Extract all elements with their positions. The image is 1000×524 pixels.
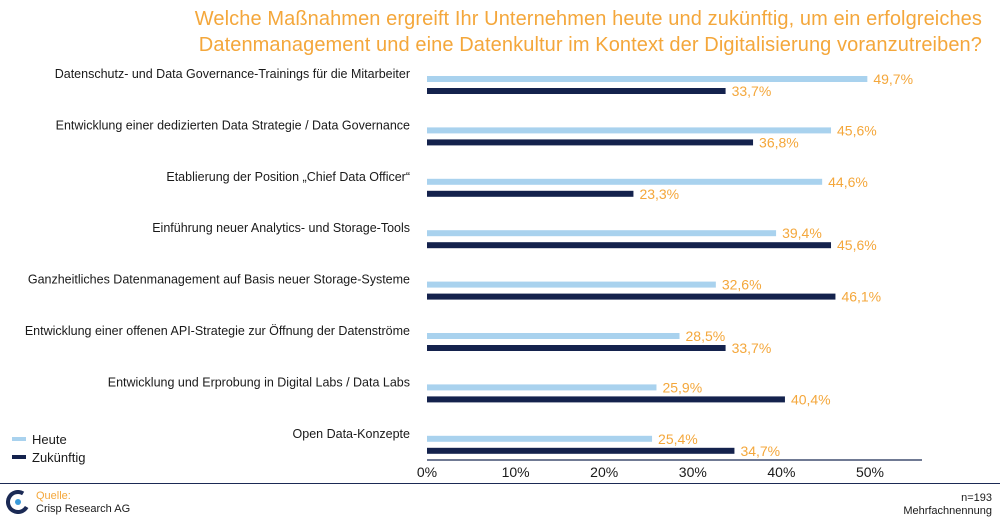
- bar-heute: [427, 435, 653, 442]
- x-tick-label: 20%: [590, 464, 618, 480]
- title-line-2: Datenmanagement und eine Datenkultur im …: [198, 34, 982, 56]
- value-label-heute: 49,7%: [873, 71, 913, 87]
- legend-item-zukuenftig: Zukünftig: [12, 448, 85, 466]
- category-label: Open Data-Konzepte: [293, 427, 410, 441]
- x-tick-label: 0%: [417, 464, 437, 480]
- bar-zukuenftig: [427, 345, 726, 351]
- category-label: Entwicklung einer offenen API-Strategie …: [25, 324, 410, 338]
- bar-heute: [427, 333, 680, 339]
- category-label: Ganzheitliches Datenmanagement auf Basis…: [28, 273, 410, 287]
- x-tick-label: 10%: [502, 464, 530, 480]
- footer-notes: n=193 Mehrfachnennung: [903, 492, 992, 518]
- category-label: Datenschutz- und Data Governance-Trainin…: [55, 67, 410, 81]
- legend-swatch-heute: [12, 437, 26, 441]
- value-label-heute: 39,4%: [782, 225, 822, 241]
- legend-label-heute: Heute: [32, 431, 67, 447]
- crisp-logo-icon: [6, 490, 30, 514]
- value-label-zukuenftig: 33,7%: [732, 340, 772, 356]
- value-label-heute: 25,4%: [658, 431, 698, 447]
- multiple-answers-note: Mehrfachnennung: [903, 505, 992, 517]
- bar-zukuenftig: [427, 190, 634, 197]
- legend-label-zukuenftig: Zukünftig: [32, 449, 86, 465]
- bar-zukuenftig: [427, 139, 754, 146]
- footer-source: Quelle: Crisp Research AG: [6, 490, 130, 516]
- value-label-zukuenftig: 34,7%: [740, 443, 780, 459]
- bar-zukuenftig: [427, 242, 832, 249]
- value-label-zukuenftig: 36,8%: [759, 134, 799, 150]
- value-label-zukuenftig: 46,1%: [841, 289, 881, 305]
- value-label-zukuenftig: 40,4%: [791, 391, 831, 407]
- category-label: Entwicklung und Erprobung in Digital Lab…: [108, 375, 410, 389]
- x-tick-label: 30%: [679, 464, 707, 480]
- value-label-heute: 44,6%: [828, 174, 868, 190]
- bar-heute: [427, 127, 832, 134]
- bar-zukuenftig: [427, 396, 785, 403]
- bar-heute: [427, 281, 716, 288]
- bar-zukuenftig: [427, 88, 726, 94]
- footer-divider: [0, 483, 1000, 484]
- sample-size: n=193: [961, 492, 992, 504]
- category-label: Entwicklung einer dedizierten Data Strat…: [56, 118, 410, 132]
- bar-heute: [427, 178, 823, 185]
- value-label-zukuenftig: 23,3%: [639, 186, 679, 202]
- value-label-zukuenftig: 45,6%: [837, 237, 877, 253]
- bar-zukuenftig: [427, 293, 836, 300]
- source-label: Quelle:: [36, 490, 71, 502]
- category-label: Einführung neuer Analytics- und Storage-…: [152, 221, 410, 235]
- legend-item-heute: Heute: [12, 430, 85, 448]
- value-label-heute: 25,9%: [662, 379, 702, 395]
- bar-heute: [427, 76, 868, 82]
- legend-swatch-zukuenftig: [12, 455, 26, 459]
- bar-zukuenftig: [427, 447, 735, 454]
- bar-heute: [427, 384, 657, 391]
- value-label-zukuenftig: 33,7%: [732, 83, 772, 99]
- chart-title: Welche Maßnahmen ergreift Ihr Unternehme…: [82, 6, 982, 58]
- category-label: Etablierung der Position „Chief Data Off…: [166, 170, 410, 184]
- value-label-heute: 32,6%: [722, 277, 762, 293]
- value-label-heute: 45,6%: [837, 122, 877, 138]
- x-tick-label: 50%: [856, 464, 884, 480]
- value-label-heute: 28,5%: [686, 328, 726, 344]
- source-name: Crisp Research AG: [36, 503, 131, 515]
- title-line-1: Welche Maßnahmen ergreift Ihr Unternehme…: [194, 8, 982, 30]
- legend: Heute Zukünftig: [12, 430, 85, 466]
- bar-heute: [427, 230, 777, 237]
- x-tick-label: 40%: [767, 464, 795, 480]
